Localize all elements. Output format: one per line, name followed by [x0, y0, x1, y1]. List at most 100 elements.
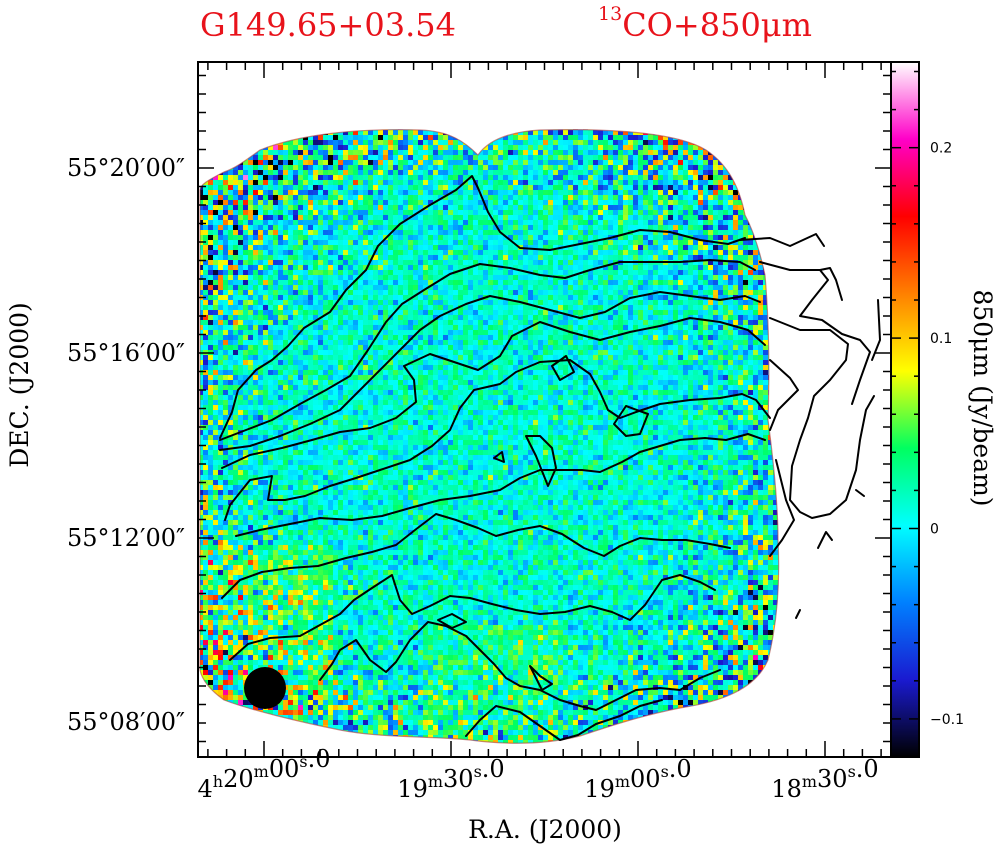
heatmap-cell [503, 220, 508, 225]
heatmap-cell [453, 280, 458, 285]
heatmap-cell [668, 120, 673, 125]
heatmap-cell [518, 180, 523, 185]
heatmap-cell [418, 295, 423, 300]
heatmap-cell [258, 260, 263, 265]
heatmap-cell [253, 295, 258, 300]
heatmap-cell [723, 129, 728, 130]
heatmap-cell [708, 165, 713, 170]
heatmap-cell [458, 275, 463, 280]
heatmap-cell [373, 150, 378, 155]
heatmap-cell [223, 265, 228, 270]
heatmap-cell [443, 120, 448, 125]
heatmap-cell [538, 235, 543, 240]
heatmap-cell [743, 220, 748, 225]
heatmap-cell [748, 150, 753, 155]
heatmap-cell [438, 230, 443, 235]
heatmap-cell [683, 230, 688, 235]
heatmap-cell [623, 160, 628, 165]
heatmap-cell [293, 235, 298, 240]
heatmap-cell [268, 215, 273, 220]
heatmap-cell [603, 185, 608, 190]
heatmap-cell [548, 245, 553, 250]
heatmap-cell [298, 300, 303, 305]
heatmap-cell [753, 210, 758, 215]
heatmap-cell [298, 220, 303, 225]
heatmap-cell [658, 220, 663, 225]
heatmap-cell [533, 225, 538, 230]
heatmap-cell [498, 170, 503, 175]
heatmap-cell [343, 129, 348, 130]
heatmap-cell [653, 315, 658, 320]
heatmap-cell [453, 240, 458, 245]
heatmap-cell [663, 145, 668, 150]
heatmap-cell [348, 280, 353, 285]
heatmap-cell [368, 170, 373, 175]
heatmap-cell [243, 235, 248, 240]
heatmap-cell [743, 180, 748, 185]
heatmap-cell [518, 170, 523, 175]
heatmap-cell [338, 175, 343, 180]
heatmap-cell [723, 255, 728, 260]
heatmap-cell [398, 155, 403, 160]
heatmap-cell [763, 130, 768, 135]
heatmap-cell [613, 320, 618, 325]
heatmap-cell [633, 255, 638, 260]
heatmap-cell [723, 195, 728, 200]
heatmap-cell [558, 140, 563, 145]
heatmap-cell [758, 220, 763, 225]
heatmap-cell [723, 145, 728, 150]
heatmap-cell [378, 185, 383, 190]
heatmap-cell [698, 270, 703, 275]
heatmap-cell [223, 235, 228, 240]
heatmap-cell [208, 300, 213, 305]
heatmap-cell [268, 150, 273, 155]
heatmap-cell [703, 260, 708, 265]
heatmap-cell [218, 220, 223, 225]
heatmap-cell [678, 320, 683, 325]
heatmap-cell [253, 285, 258, 290]
heatmap-cell [678, 160, 683, 165]
heatmap-cell [528, 320, 533, 325]
heatmap-cell [388, 150, 393, 155]
heatmap-cell [673, 120, 678, 125]
heatmap-cell [518, 265, 523, 270]
heatmap-cell [503, 275, 508, 280]
heatmap-cell [678, 295, 683, 300]
heatmap-cell [543, 195, 548, 200]
heatmap-cell [563, 290, 568, 295]
heatmap-cell [363, 140, 368, 145]
heatmap-cell [468, 200, 473, 205]
heatmap-cell [473, 129, 478, 130]
heatmap-cell [258, 275, 263, 280]
heatmap-cell [368, 140, 373, 145]
heatmap-cell [358, 170, 363, 175]
heatmap-cell [428, 190, 433, 195]
heatmap-cell [278, 215, 283, 220]
heatmap-cell [378, 280, 383, 285]
heatmap-cell [493, 240, 498, 245]
heatmap-cell [628, 140, 633, 145]
heatmap-cell [743, 170, 748, 175]
heatmap-cell [383, 265, 388, 270]
heatmap-cell [213, 220, 218, 225]
heatmap-cell [368, 275, 373, 280]
heatmap-cell [458, 250, 463, 255]
heatmap-cell [258, 220, 263, 225]
heatmap-cell [293, 145, 298, 150]
heatmap-cell [463, 295, 468, 300]
heatmap-cell [578, 170, 583, 175]
heatmap-cell [283, 220, 288, 225]
heatmap-cell [273, 180, 278, 185]
heatmap-cell [603, 275, 608, 280]
heatmap-cell [533, 290, 538, 295]
heatmap-cell [568, 300, 573, 305]
heatmap-cell [563, 270, 568, 275]
heatmap-cell [788, 310, 793, 315]
heatmap-cell [638, 315, 643, 320]
heatmap-cell [368, 225, 373, 230]
heatmap-cell [333, 310, 338, 315]
heatmap-cell [643, 129, 648, 130]
heatmap-cell [773, 130, 778, 135]
heatmap-cell [283, 165, 288, 170]
heatmap-cell [548, 160, 553, 165]
